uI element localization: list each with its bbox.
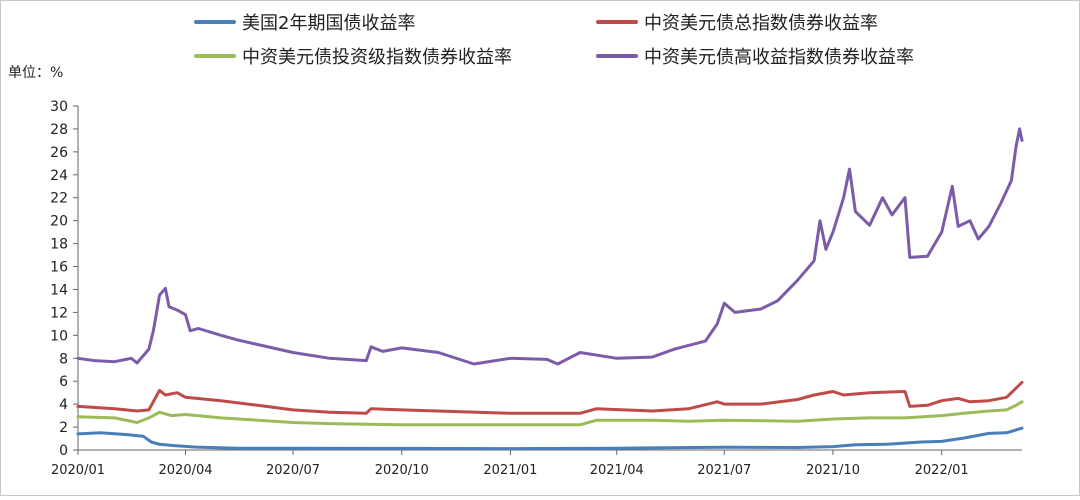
y-tick-label: 24 [50, 168, 68, 184]
y-tick-label: 28 [50, 122, 68, 138]
series-line-3 [76, 400, 1024, 427]
series-line-2 [76, 380, 1024, 415]
y-tick-label: 6 [59, 374, 68, 390]
x-tick-label: 2021/10 [806, 463, 860, 478]
y-tick-label: 22 [50, 191, 68, 207]
y-tick-label: 20 [50, 214, 68, 230]
y-tick-label: 26 [50, 145, 68, 161]
legend-label-3: 中资美元债投资级指数债券收益率 [242, 47, 512, 68]
x-tick-label: 2020/07 [266, 463, 320, 478]
y-tick-label: 16 [50, 260, 68, 276]
x-tick-label: 2022/01 [915, 463, 969, 478]
x-tick-label: 2021/01 [483, 463, 537, 478]
y-tick-label: 14 [50, 282, 68, 298]
y-tick-label: 18 [50, 237, 68, 253]
legend-label-1: 美国2年期国债收益率 [242, 13, 415, 34]
y-tick-label: 30 [50, 99, 68, 115]
y-tick-label: 0 [59, 443, 68, 459]
x-tick-label: 2021/04 [590, 463, 644, 478]
x-tick-label: 2020/10 [375, 463, 429, 478]
series-line-1 [76, 426, 1024, 451]
legend-label-2: 中资美元债总指数债券收益率 [644, 13, 878, 34]
x-tick-label: 2020/04 [159, 463, 213, 478]
y-tick-label: 8 [59, 351, 68, 367]
x-tick-label: 2021/07 [697, 463, 751, 478]
y-tick-label: 2 [59, 420, 68, 436]
y-tick-label: 12 [50, 305, 68, 321]
legend-label-4: 中资美元债高收益指数债券收益率 [644, 47, 914, 68]
x-tick-label: 2020/01 [51, 463, 105, 478]
unit-label: 单位：% [8, 65, 63, 81]
y-tick-label: 10 [50, 328, 68, 344]
series-group [76, 127, 1024, 451]
series-line-4 [76, 127, 1024, 366]
y-tick-label: 4 [59, 397, 68, 413]
